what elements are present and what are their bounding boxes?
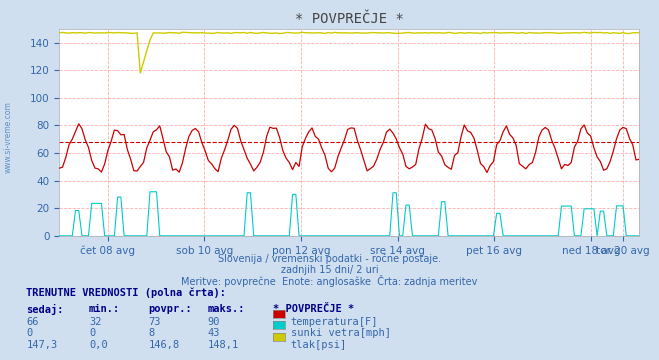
Text: Meritve: povprečne  Enote: anglosaške  Črta: zadnja meritev: Meritve: povprečne Enote: anglosaške Črt… [181,275,478,287]
Text: 0: 0 [89,328,95,338]
Text: 148,1: 148,1 [208,340,239,350]
Text: sunki vetra[mph]: sunki vetra[mph] [291,328,391,338]
Text: www.si-vreme.com: www.si-vreme.com [3,101,13,173]
Text: 90: 90 [208,317,220,327]
Text: zadnjih 15 dni/ 2 uri: zadnjih 15 dni/ 2 uri [281,265,378,275]
Text: 0: 0 [26,328,32,338]
Text: min.:: min.: [89,304,120,314]
Text: 73: 73 [148,317,161,327]
Text: temperatura[F]: temperatura[F] [291,317,378,327]
Text: * POVPREČJE *: * POVPREČJE * [273,304,355,314]
Text: tlak[psi]: tlak[psi] [291,340,347,350]
Text: sedaj:: sedaj: [26,304,64,315]
Text: Slovenija / vremenski podatki - ročne postaje.: Slovenija / vremenski podatki - ročne po… [218,254,441,264]
Text: povpr.:: povpr.: [148,304,192,314]
Text: TRENUTNE VREDNOSTI (polna črta):: TRENUTNE VREDNOSTI (polna črta): [26,288,226,298]
Text: 8: 8 [148,328,154,338]
Text: 0,0: 0,0 [89,340,107,350]
Text: 147,3: 147,3 [26,340,57,350]
Text: maks.:: maks.: [208,304,245,314]
Text: 146,8: 146,8 [148,340,179,350]
Text: 66: 66 [26,317,39,327]
Title: * POVPREČJE *: * POVPREČJE * [295,12,404,26]
Text: 43: 43 [208,328,220,338]
Text: 32: 32 [89,317,101,327]
